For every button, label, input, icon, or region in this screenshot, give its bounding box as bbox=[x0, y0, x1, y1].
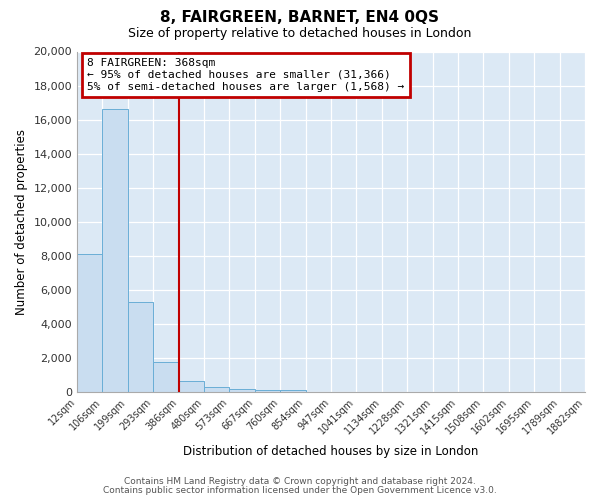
X-axis label: Distribution of detached houses by size in London: Distribution of detached houses by size … bbox=[184, 444, 479, 458]
Y-axis label: Number of detached properties: Number of detached properties bbox=[15, 129, 28, 315]
Text: Contains HM Land Registry data © Crown copyright and database right 2024.: Contains HM Land Registry data © Crown c… bbox=[124, 477, 476, 486]
Bar bbox=[128, 302, 153, 392]
Bar bbox=[103, 110, 128, 392]
Bar bbox=[280, 390, 305, 392]
Bar bbox=[179, 381, 204, 392]
Text: 8 FAIRGREEN: 368sqm
← 95% of detached houses are smaller (31,366)
5% of semi-det: 8 FAIRGREEN: 368sqm ← 95% of detached ho… bbox=[87, 58, 404, 92]
Bar bbox=[153, 362, 179, 392]
Bar bbox=[255, 390, 280, 392]
Text: Contains public sector information licensed under the Open Government Licence v3: Contains public sector information licen… bbox=[103, 486, 497, 495]
Bar bbox=[77, 254, 103, 392]
Text: 8, FAIRGREEN, BARNET, EN4 0QS: 8, FAIRGREEN, BARNET, EN4 0QS bbox=[161, 10, 439, 25]
Text: Size of property relative to detached houses in London: Size of property relative to detached ho… bbox=[128, 28, 472, 40]
Bar bbox=[229, 388, 255, 392]
Bar bbox=[204, 387, 229, 392]
